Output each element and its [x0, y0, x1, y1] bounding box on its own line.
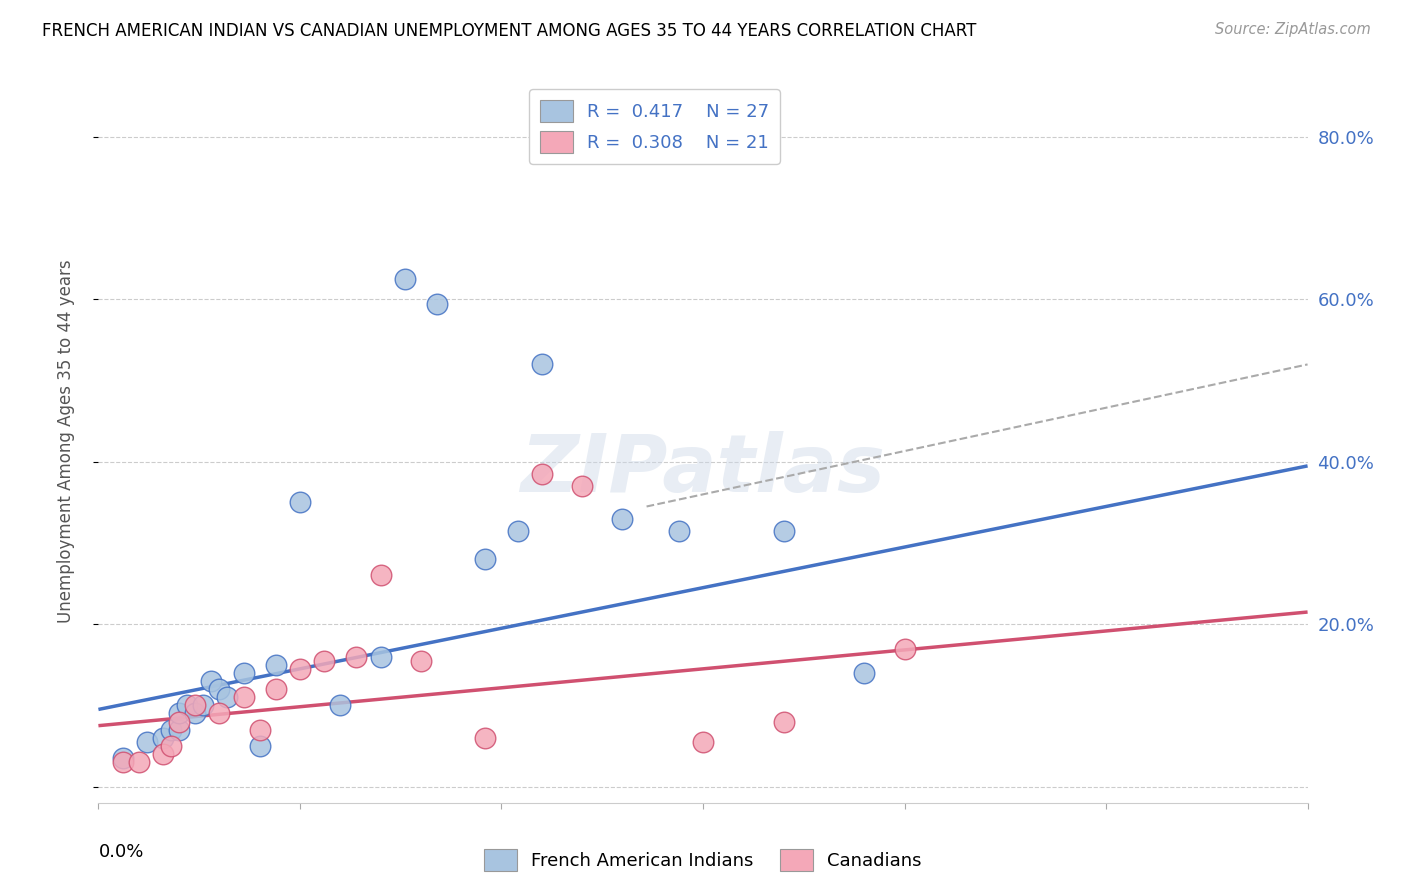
- Point: [853, 665, 876, 680]
- Point: [249, 723, 271, 737]
- Point: [232, 665, 254, 680]
- Point: [474, 552, 496, 566]
- Point: [152, 747, 174, 761]
- Point: [772, 524, 794, 538]
- Point: [128, 755, 150, 769]
- Point: [176, 698, 198, 713]
- Point: [288, 662, 311, 676]
- Point: [314, 654, 336, 668]
- Point: [160, 723, 183, 737]
- Point: [135, 735, 157, 749]
- Point: [232, 690, 254, 705]
- Point: [111, 755, 134, 769]
- Point: [208, 682, 231, 697]
- Point: [160, 739, 183, 753]
- Point: [506, 524, 529, 538]
- Text: Source: ZipAtlas.com: Source: ZipAtlas.com: [1215, 22, 1371, 37]
- Point: [370, 649, 392, 664]
- Point: [772, 714, 794, 729]
- Point: [167, 706, 190, 721]
- Point: [668, 524, 690, 538]
- Y-axis label: Unemployment Among Ages 35 to 44 years: Unemployment Among Ages 35 to 44 years: [56, 260, 75, 624]
- Point: [571, 479, 593, 493]
- Point: [184, 698, 207, 713]
- Point: [426, 296, 449, 310]
- Point: [193, 698, 215, 713]
- Legend: R =  0.417    N = 27, R =  0.308    N = 21: R = 0.417 N = 27, R = 0.308 N = 21: [529, 89, 780, 164]
- Point: [264, 657, 287, 672]
- Point: [409, 654, 432, 668]
- Text: 0.0%: 0.0%: [98, 843, 143, 861]
- Legend: French American Indians, Canadians: French American Indians, Canadians: [477, 842, 929, 879]
- Point: [167, 723, 190, 737]
- Point: [184, 706, 207, 721]
- Point: [530, 358, 553, 372]
- Point: [111, 751, 134, 765]
- Point: [394, 272, 416, 286]
- Point: [474, 731, 496, 745]
- Point: [167, 714, 190, 729]
- Point: [370, 568, 392, 582]
- Point: [692, 735, 714, 749]
- Point: [344, 649, 367, 664]
- Point: [200, 673, 222, 688]
- Text: ZIPatlas: ZIPatlas: [520, 432, 886, 509]
- Point: [217, 690, 239, 705]
- Point: [249, 739, 271, 753]
- Point: [530, 467, 553, 481]
- Text: FRENCH AMERICAN INDIAN VS CANADIAN UNEMPLOYMENT AMONG AGES 35 TO 44 YEARS CORREL: FRENCH AMERICAN INDIAN VS CANADIAN UNEMP…: [42, 22, 977, 40]
- Point: [288, 495, 311, 509]
- Point: [329, 698, 352, 713]
- Point: [152, 731, 174, 745]
- Point: [612, 511, 634, 525]
- Point: [264, 682, 287, 697]
- Point: [893, 641, 915, 656]
- Point: [208, 706, 231, 721]
